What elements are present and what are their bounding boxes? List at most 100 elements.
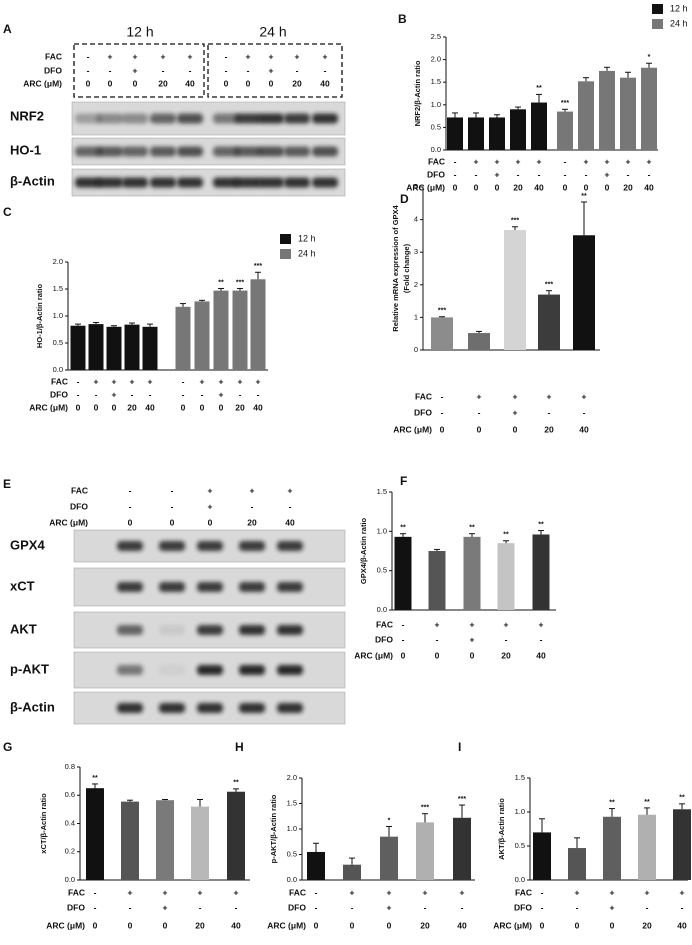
bar <box>250 279 266 370</box>
blot-band <box>75 177 101 188</box>
significance: *** <box>561 100 569 107</box>
bar <box>638 814 656 880</box>
condition-value: - <box>296 65 299 75</box>
bar <box>88 324 104 370</box>
condition-value: + <box>495 156 500 166</box>
blot-row-label: AKT <box>10 621 37 636</box>
condition-value: + <box>495 169 500 179</box>
condition-value: 0 <box>128 920 133 930</box>
bar <box>227 791 245 880</box>
condition-value: - <box>182 376 185 386</box>
blot-band <box>150 177 176 188</box>
condition-value: 20 <box>292 78 302 88</box>
bar <box>142 326 158 370</box>
condition-value: - <box>182 389 185 399</box>
condition-label: ARC (μM) <box>406 182 445 192</box>
y-axis-label: Relative mRNA expression of GPX4 <box>391 204 400 331</box>
bar <box>468 333 490 350</box>
condition-value: - <box>95 389 98 399</box>
y-tick-label: 1.0 <box>377 526 387 535</box>
condition-value: - <box>235 902 238 912</box>
blot-row-label: HO-1 <box>10 142 41 157</box>
legend-swatch <box>280 249 291 259</box>
panel-letter: F <box>400 474 407 488</box>
blot-band <box>235 146 261 157</box>
condition-value: - <box>149 389 152 399</box>
bar <box>620 77 636 150</box>
condition-value: + <box>163 887 168 897</box>
blot-row-label: GPX4 <box>10 537 45 552</box>
condition-value: - <box>77 389 80 399</box>
panel-letter: B <box>398 12 407 26</box>
condition-value: 40 <box>320 78 330 88</box>
condition-value: - <box>424 902 427 912</box>
significance: ** <box>400 525 406 532</box>
y-tick-label: 1.0 <box>53 311 63 320</box>
blot-band <box>122 146 148 157</box>
condition-value: 20 <box>544 424 554 434</box>
condition-value: 20 <box>420 920 430 930</box>
condition-label: ARC (μM) <box>267 920 306 930</box>
significance: ** <box>469 525 475 532</box>
condition-value: + <box>435 619 440 629</box>
blot-band <box>117 541 143 551</box>
y-tick-label: 5 <box>414 182 418 191</box>
condition-value: + <box>539 619 544 629</box>
bar <box>380 836 398 880</box>
blot-band <box>277 665 303 675</box>
bar <box>156 800 174 880</box>
bar <box>394 536 412 610</box>
condition-value: + <box>238 376 243 386</box>
condition-value: + <box>547 391 552 401</box>
condition-value: 0 <box>435 650 440 660</box>
y-tick-label: 0.6 <box>65 790 75 799</box>
condition-value: 0 <box>470 650 475 660</box>
condition-value: - <box>541 902 544 912</box>
condition-value: 40 <box>677 920 687 930</box>
y-tick-label: 0.5 <box>515 841 525 850</box>
condition-value: + <box>680 887 685 897</box>
legend-swatch <box>652 19 663 29</box>
condition-value: 20 <box>247 517 257 527</box>
condition-label: DFO <box>514 902 532 912</box>
condition-value: + <box>513 391 518 401</box>
blot-band <box>159 665 185 675</box>
condition-value: - <box>109 65 112 75</box>
y-axis-label: (Fold change) <box>402 243 411 293</box>
condition-value: 0 <box>605 182 610 192</box>
significance: ** <box>581 193 587 200</box>
blot-band <box>197 625 223 635</box>
y-tick-label: 0.0 <box>65 875 75 884</box>
condition-value: 20 <box>127 402 137 412</box>
significance: * <box>648 54 651 61</box>
blot-band <box>213 177 239 188</box>
condition-value: - <box>681 902 684 912</box>
condition-label: ARC (μM) <box>493 920 532 930</box>
condition-value: - <box>441 407 444 417</box>
condition-value: + <box>108 51 113 61</box>
blot-band <box>239 541 265 551</box>
condition-value: 40 <box>536 650 546 660</box>
significance: ** <box>218 279 224 286</box>
bar <box>504 230 526 350</box>
condition-value: - <box>131 389 134 399</box>
condition-value: - <box>129 902 132 912</box>
condition-value: - <box>461 902 464 912</box>
significance: ** <box>644 799 650 806</box>
panel-letter: G <box>3 740 12 754</box>
condition-value: + <box>200 376 205 386</box>
y-tick-label: 0 <box>414 345 418 354</box>
condition-value: + <box>128 887 133 897</box>
panel-letter: A <box>3 22 12 36</box>
condition-value: 0 <box>440 424 445 434</box>
bar <box>428 551 446 610</box>
condition-value: - <box>454 169 457 179</box>
significance: ** <box>92 775 98 782</box>
condition-value: - <box>324 65 327 75</box>
condition-label: ARC (μM) <box>354 650 393 660</box>
condition-value: 0 <box>563 182 568 192</box>
bar <box>532 534 550 610</box>
condition-value: 0 <box>474 182 479 192</box>
condition-value: + <box>112 389 117 399</box>
blot-band <box>159 541 185 551</box>
